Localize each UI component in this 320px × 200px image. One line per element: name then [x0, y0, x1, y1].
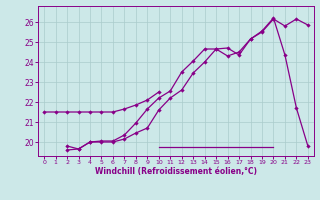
- X-axis label: Windchill (Refroidissement éolien,°C): Windchill (Refroidissement éolien,°C): [95, 167, 257, 176]
